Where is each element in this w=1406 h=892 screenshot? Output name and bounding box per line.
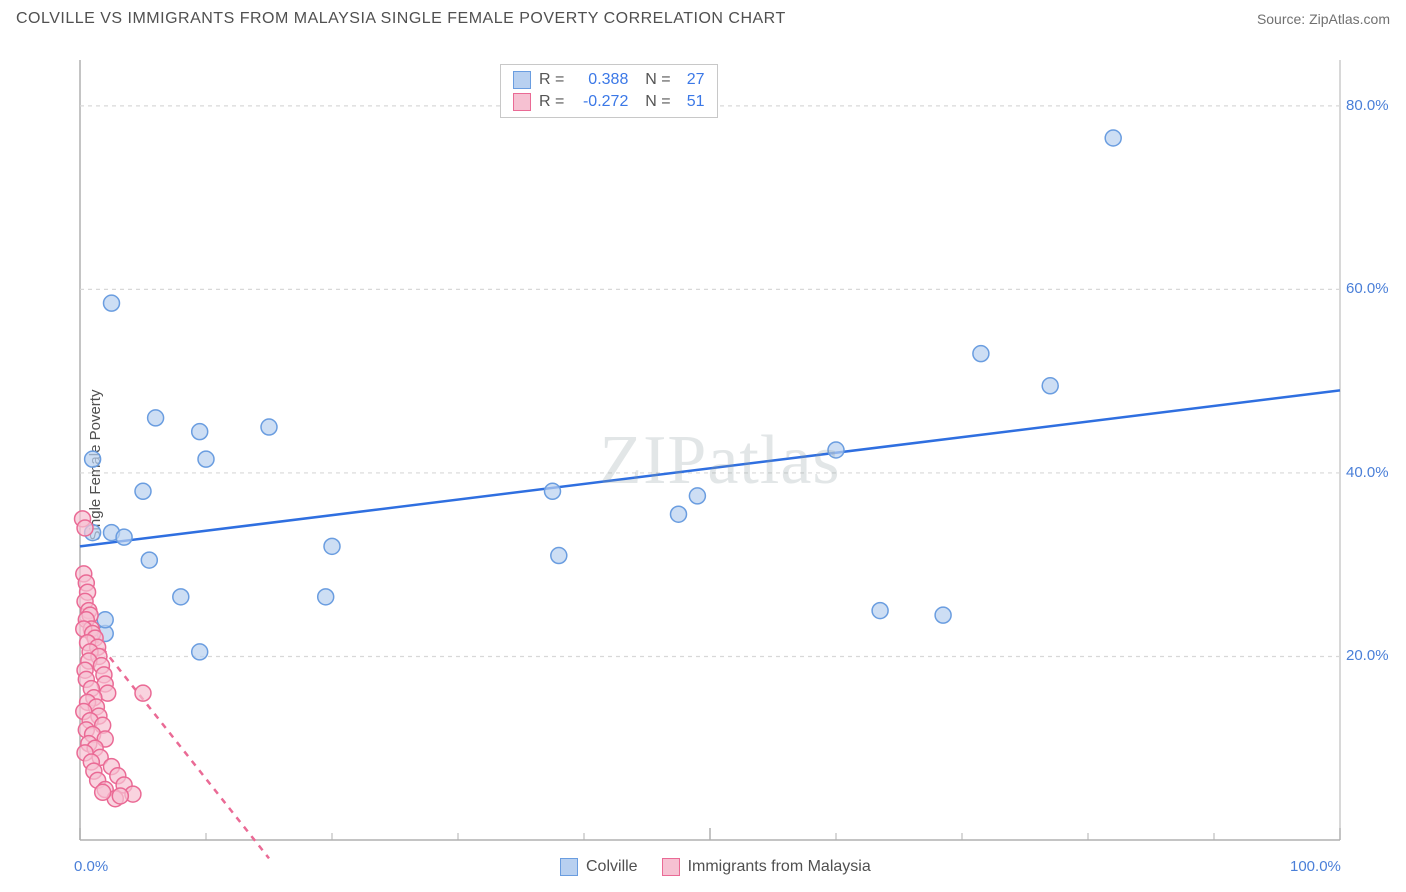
n-label: N = [636,91,670,113]
n-value: 27 [679,69,705,91]
legend-swatch [662,858,680,876]
r-value: 0.388 [572,69,628,91]
chart-container: Single Female Poverty ZIPatlas R = 0.388… [50,50,1390,880]
n-label: N = [636,69,670,91]
chart-title: COLVILLE VS IMMIGRANTS FROM MALAYSIA SIN… [16,10,786,28]
y-tick-label: 60.0% [1346,280,1389,297]
x-tick-label: 100.0% [1290,858,1341,875]
legend-row: R = -0.272 N = 51 [513,91,705,113]
n-value: 51 [679,91,705,113]
y-tick-label: 40.0% [1346,464,1389,481]
r-label: R = [539,69,564,91]
header: COLVILLE VS IMMIGRANTS FROM MALAYSIA SIN… [0,0,1406,34]
r-value: -0.272 [572,91,628,113]
series-legend: Colville Immigrants from Malaysia [560,858,871,876]
y-tick-label: 80.0% [1346,97,1389,114]
series-name: Immigrants from Malaysia [688,858,871,876]
legend-row: R = 0.388 N = 27 [513,69,705,91]
x-tick-label: 0.0% [74,858,108,875]
scatter-plot [50,50,1390,880]
r-label: R = [539,91,564,113]
series-legend-item: Colville [560,858,638,876]
legend-swatch [513,93,531,111]
source-label: Source: ZipAtlas.com [1257,11,1390,27]
series-legend-item: Immigrants from Malaysia [662,858,871,876]
series-name: Colville [586,858,638,876]
legend-swatch [513,71,531,89]
correlation-legend: R = 0.388 N = 27 R = -0.272 N = 51 [500,64,718,118]
y-tick-label: 20.0% [1346,647,1389,664]
legend-swatch [560,858,578,876]
